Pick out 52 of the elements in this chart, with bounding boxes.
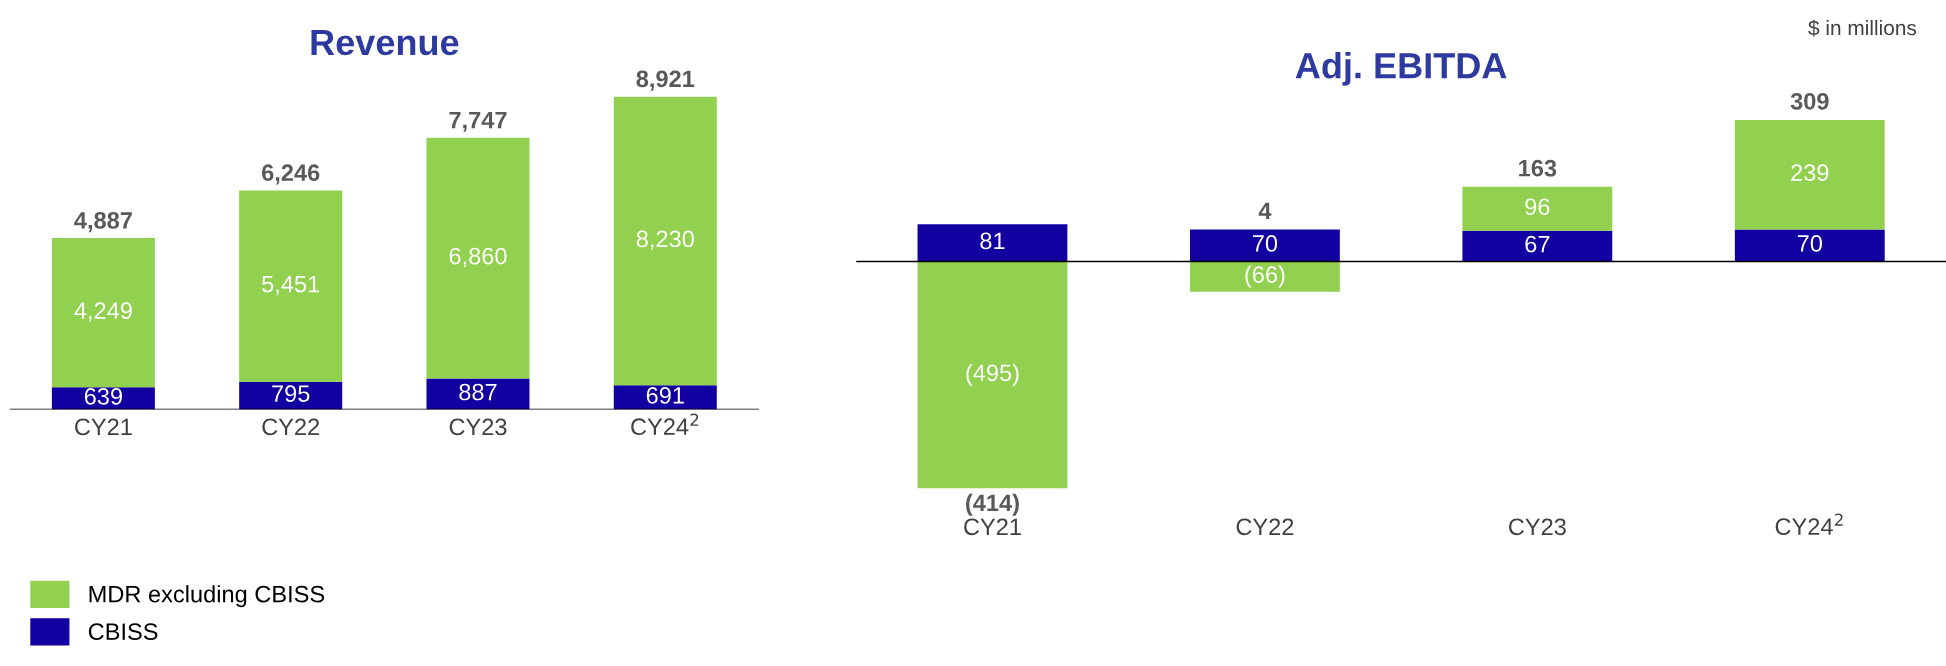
bar	[1734, 119, 1885, 230]
legend-label: CBISS	[88, 623, 158, 641]
total-label: 4,887	[74, 212, 132, 233]
data-label: 81	[980, 232, 1005, 250]
bar	[426, 137, 530, 379]
data-label: 887	[459, 383, 497, 401]
bar	[51, 238, 155, 388]
bar	[426, 378, 530, 410]
data-label: 96	[1525, 198, 1550, 216]
data-label: 639	[84, 388, 122, 405]
bar	[613, 96, 717, 386]
data-label: 691	[646, 387, 684, 404]
bar	[1734, 229, 1885, 262]
x-tick-label: CY22	[262, 418, 320, 436]
bar	[1462, 186, 1613, 231]
data-label: 795	[272, 385, 310, 402]
total-label: 309	[1790, 92, 1829, 110]
data-label: 67	[1525, 235, 1550, 253]
bar	[1189, 229, 1340, 262]
data-label: 70	[1797, 235, 1822, 252]
x-tick-label: CY21	[75, 418, 132, 436]
total-label: (414)	[966, 493, 1019, 516]
bar	[239, 190, 343, 382]
total-label: 4	[1258, 202, 1272, 219]
chart-title: Adj. EBITDA	[1295, 52, 1507, 86]
legend-label: MDR excluding CBISS	[89, 585, 325, 608]
bar	[917, 261, 1068, 489]
x-tick-label: CY21	[964, 518, 1021, 536]
x-tick-label: CY22	[1236, 518, 1294, 536]
data-label: 4,249	[74, 302, 132, 322]
x-tick-label: CY24$^{2}$	[1775, 513, 1843, 535]
x-tick-label: CY23	[1509, 518, 1566, 536]
data-label: 8,230	[636, 230, 694, 251]
x-tick-label: CY24$^{2}$	[631, 413, 699, 436]
chart-title: Revenue	[311, 30, 459, 56]
data-label: (66)	[1245, 265, 1285, 288]
bar	[613, 385, 717, 410]
total-label: 6,246	[262, 164, 320, 185]
total-label: 8,921	[636, 70, 695, 91]
bar	[917, 224, 1068, 262]
bar	[1189, 261, 1340, 292]
data-label: 70	[1252, 235, 1278, 252]
bar	[239, 381, 343, 410]
x-tick-label: CY23	[449, 418, 507, 436]
bar	[1462, 230, 1613, 262]
text: $ in millions	[1808, 19, 1917, 37]
data-label: 6,860	[449, 247, 507, 268]
data-label: (495)	[966, 363, 1019, 386]
total-label: 7,747	[449, 111, 507, 132]
data-label: 5,451	[262, 275, 320, 296]
data-label: 239	[1791, 164, 1829, 181]
total-label: 163	[1519, 159, 1557, 177]
